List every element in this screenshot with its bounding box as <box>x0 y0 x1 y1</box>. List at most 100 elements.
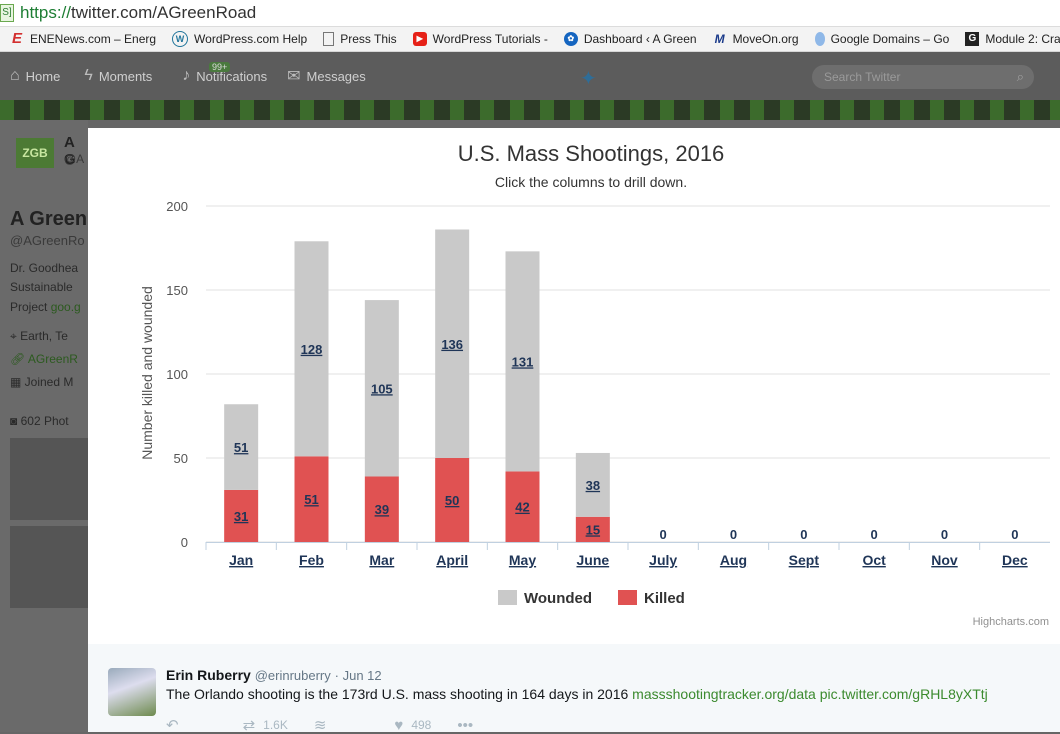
bookmark-enenews[interactable]: E ENENews.com – Energ <box>11 30 157 47</box>
bio-line-2: Sustainable <box>10 280 73 294</box>
data-label-killed: 42 <box>515 500 529 515</box>
profile-website[interactable]: 🔗︎ AGreenR <box>10 352 78 366</box>
legend-label-wounded[interactable]: Wounded <box>524 590 592 607</box>
y-tick-label: 200 <box>166 199 188 214</box>
y-tick-label: 50 <box>174 451 188 466</box>
search-icon: ⌕ <box>1016 69 1024 84</box>
nav-notifications[interactable]: ♪ Notifications <box>182 67 268 84</box>
avatar[interactable] <box>108 668 156 716</box>
data-label-killed: 15 <box>586 522 600 537</box>
reply-button[interactable]: ↶ <box>166 716 187 734</box>
profile-photos[interactable]: ◙ 602 Phot <box>10 414 69 428</box>
bar-wounded[interactable] <box>364 300 399 477</box>
moveon-icon: M <box>714 32 725 46</box>
x-tick-label[interactable]: July <box>649 552 677 568</box>
envelope-icon: ✉ <box>287 68 301 85</box>
tweet-text: The Orlando shooting is the 173rd U.S. m… <box>166 686 988 702</box>
x-tick-label[interactable]: Mar <box>369 552 394 568</box>
bar-killed[interactable] <box>435 458 470 542</box>
data-label-wounded: 38 <box>586 478 600 493</box>
bio-line-1: Dr. Goodhea <box>10 261 79 275</box>
bookmark-wordpress-help[interactable]: W WordPress.com Help <box>172 31 307 47</box>
data-label-total: 0 <box>660 527 667 542</box>
photo-thumb-2[interactable] <box>10 526 88 608</box>
media-modal: U.S. Mass Shootings, 2016 Click the colu… <box>88 128 1060 734</box>
y-tick-label: 100 <box>166 367 188 382</box>
photo-thumb-1[interactable] <box>10 438 88 520</box>
profile-joined: ▦ Joined M <box>10 375 74 389</box>
nav-messages[interactable]: ✉ Messages <box>287 68 366 85</box>
data-label-total: 0 <box>871 527 878 542</box>
data-label-killed: 31 <box>234 509 248 524</box>
y-axis-label: Number killed and wounded <box>139 286 155 460</box>
legend-swatch-wounded[interactable] <box>498 590 517 605</box>
x-tick-label[interactable]: Feb <box>299 552 324 568</box>
bar-wounded[interactable] <box>224 404 259 490</box>
bar-killed[interactable] <box>505 471 540 542</box>
bar-wounded[interactable] <box>505 251 540 472</box>
x-tick-label[interactable]: June <box>576 552 609 568</box>
location-icon: ⌖ <box>10 329 21 343</box>
x-tick-label[interactable]: Nov <box>931 552 958 568</box>
more-button[interactable]: ••• <box>457 717 481 734</box>
url-text[interactable]: https://twitter.com/AGreenRoad <box>20 3 257 22</box>
lock-icon: S] <box>0 4 14 22</box>
bar-killed[interactable] <box>224 489 259 542</box>
data-label-total: 0 <box>800 527 807 542</box>
address-bar[interactable]: S] https://twitter.com/AGreenRoad <box>0 0 1060 27</box>
tweet-card: Erin Ruberry @erinruberry · Jun 12 The O… <box>88 644 1060 734</box>
bio-line-3: Project goo.g <box>10 300 81 314</box>
tweet-author[interactable]: Erin Ruberry @erinruberry · Jun 12 <box>166 667 382 683</box>
bar-wounded[interactable] <box>294 241 329 457</box>
search-input[interactable]: Search Twitter ⌕ <box>812 65 1034 89</box>
like-button[interactable]: ♥ 498 <box>394 716 432 734</box>
x-tick-label[interactable]: Oct <box>862 552 886 568</box>
x-tick-label[interactable]: May <box>509 552 536 568</box>
chart-title: U.S. Mass Shootings, 2016 <box>458 141 725 166</box>
bar-wounded[interactable] <box>435 229 470 458</box>
camera-icon: ◙ <box>10 414 21 428</box>
bookmark-google-domains[interactable]: Google Domains – Go <box>814 32 949 46</box>
data-label-wounded: 105 <box>371 381 393 396</box>
x-tick-label[interactable]: Aug <box>720 552 747 568</box>
bar-killed[interactable] <box>575 516 610 542</box>
data-label-wounded: 136 <box>441 337 463 352</box>
bookmark-moveon[interactable]: M MoveOn.org <box>714 32 799 46</box>
tweet-link-tracker[interactable]: massshootingtracker.org/data <box>632 686 816 702</box>
y-tick-label: 150 <box>166 283 188 298</box>
bookmark-press-this[interactable]: Press This <box>323 32 397 46</box>
bar-wounded[interactable] <box>575 452 610 517</box>
chart-credits[interactable]: Highcharts.com <box>973 616 1049 628</box>
nav-home[interactable]: ⌂ Home <box>10 67 61 84</box>
bookmarks-bar: E ENENews.com – Energ W WordPress.com Help… <box>0 27 1060 52</box>
youtube-icon: ▶ <box>412 32 427 46</box>
x-tick-label[interactable]: Dec <box>1002 552 1028 568</box>
data-label-wounded: 131 <box>512 354 534 369</box>
bar-killed[interactable] <box>364 476 399 542</box>
twitter-bird-icon[interactable]: ✦ <box>580 68 597 90</box>
x-tick-label[interactable]: Jan <box>229 552 253 568</box>
wordpress-icon: W <box>172 31 189 47</box>
legend-label-killed[interactable]: Killed <box>644 590 685 607</box>
x-tick-label[interactable]: Sept <box>789 552 820 568</box>
bar-killed[interactable] <box>294 456 329 542</box>
tweet-link-pic[interactable]: pic.twitter.com/gRHL8yXTtj <box>819 686 988 702</box>
data-label-killed: 50 <box>445 493 459 508</box>
data-label-killed: 51 <box>304 492 318 507</box>
profile-handle-short: @A <box>64 152 85 166</box>
link-icon: 🔗︎ <box>10 352 28 366</box>
buffer-button[interactable]: ≋ <box>314 716 335 734</box>
retweet-button[interactable]: ⇄ 1.6K <box>242 717 288 734</box>
profile-sidebar: ZGB A G @A A Green @AGreenRo Dr. Goodhea… <box>0 120 88 732</box>
home-icon: ⌂ <box>10 67 20 84</box>
x-tick-label[interactable]: April <box>436 552 468 568</box>
nav-moments[interactable]: ϟ Moments <box>84 67 153 84</box>
legend-swatch-killed[interactable] <box>618 590 637 605</box>
google-domains-icon <box>814 32 825 46</box>
bookmark-dashboard[interactable]: ✿ Dashboard ‹ A Green <box>563 32 697 46</box>
profile-logo: ZGB <box>16 138 54 168</box>
data-label-wounded: 51 <box>234 440 248 455</box>
bookmark-wordpress-tutorials[interactable]: ▶ WordPress Tutorials - <box>412 32 548 46</box>
more-icon: ••• <box>457 716 474 734</box>
